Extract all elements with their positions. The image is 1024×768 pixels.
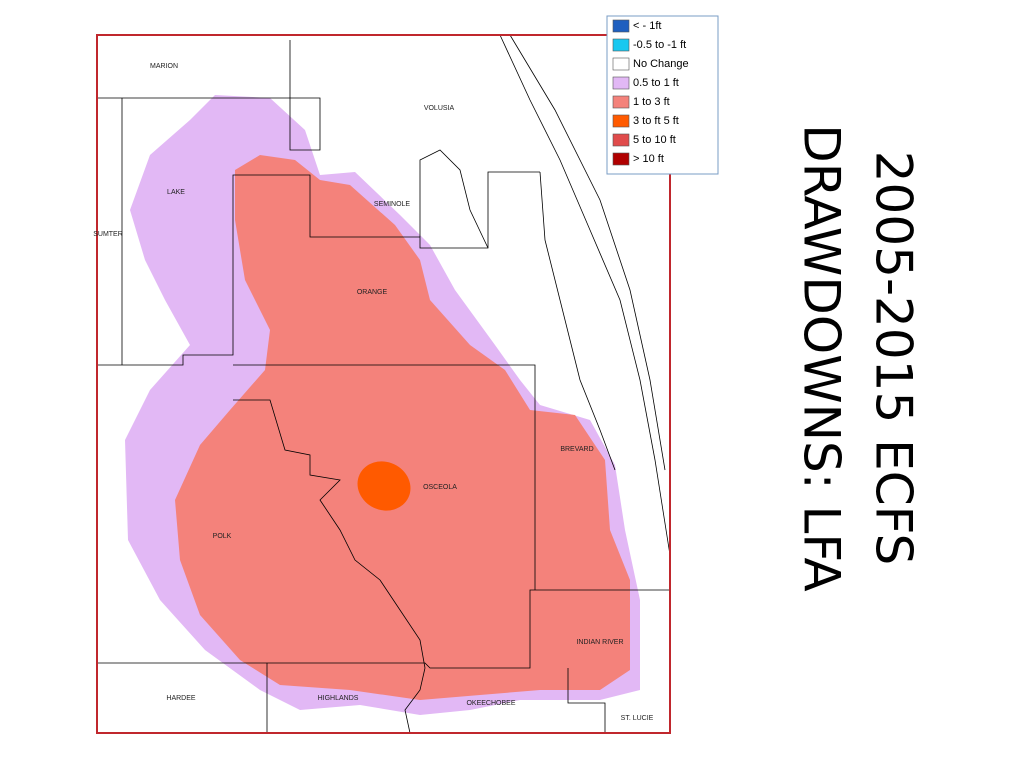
county-label: HARDEE (166, 695, 196, 702)
legend-swatch (612, 57, 630, 71)
legend-label: > 10 ft (633, 153, 664, 165)
map (96, 34, 671, 734)
legend-swatch (612, 38, 630, 52)
county-label: LAKE (167, 189, 185, 196)
county-label: HIGHLANDS (318, 695, 359, 702)
county-label: BREVARD (560, 446, 593, 453)
legend-label: < - 1ft (633, 20, 661, 32)
county-lines (97, 34, 671, 734)
legend-label: No Change (633, 58, 689, 70)
legend-label: 0.5 to 1 ft (633, 77, 679, 89)
legend-swatch (612, 95, 630, 109)
legend-swatch (612, 133, 630, 147)
legend-label: 1 to 3 ft (633, 96, 670, 108)
county-label: SEMINOLE (374, 201, 411, 208)
county-label: OKEECHOBEE (466, 700, 515, 707)
county-label: POLK (213, 533, 232, 540)
legend-label: 3 to ft 5 ft (633, 115, 679, 127)
legend-swatch (612, 19, 630, 33)
county-label: ST. LUCIE (621, 715, 654, 722)
title-line: DRAWDOWNS: LFA (793, 124, 851, 592)
county-label: ORANGE (357, 289, 388, 296)
legend-label: -0.5 to -1 ft (633, 39, 686, 51)
legend: < - 1ft -0.5 to -1 ft No Change 0.5 to 1 ft… (606, 15, 719, 175)
map-frame (96, 34, 671, 734)
legend-items: < - 1ft -0.5 to -1 ft No Change 0.5 to 1 ft… (612, 19, 689, 166)
county-label: VOLUSIA (424, 105, 455, 112)
legend-swatch (612, 152, 630, 166)
county-labels: MARION VOLUSIA LAKE SEMINOLE SUMTER ORANGE BRE… (93, 63, 653, 722)
title-line: 2005-2015 ECFS (865, 151, 923, 566)
county-label: OSCEOLA (423, 484, 457, 491)
county-label: SUMTER (93, 231, 123, 238)
legend-swatch (612, 76, 630, 90)
county-label: MARION (150, 63, 178, 70)
legend-label: 5 to 10 ft (633, 134, 676, 146)
county-label: INDIAN RIVER (576, 639, 623, 646)
zone-1-3 (175, 155, 630, 700)
legend-swatch (612, 114, 630, 128)
zone-3-5 (357, 461, 411, 511)
